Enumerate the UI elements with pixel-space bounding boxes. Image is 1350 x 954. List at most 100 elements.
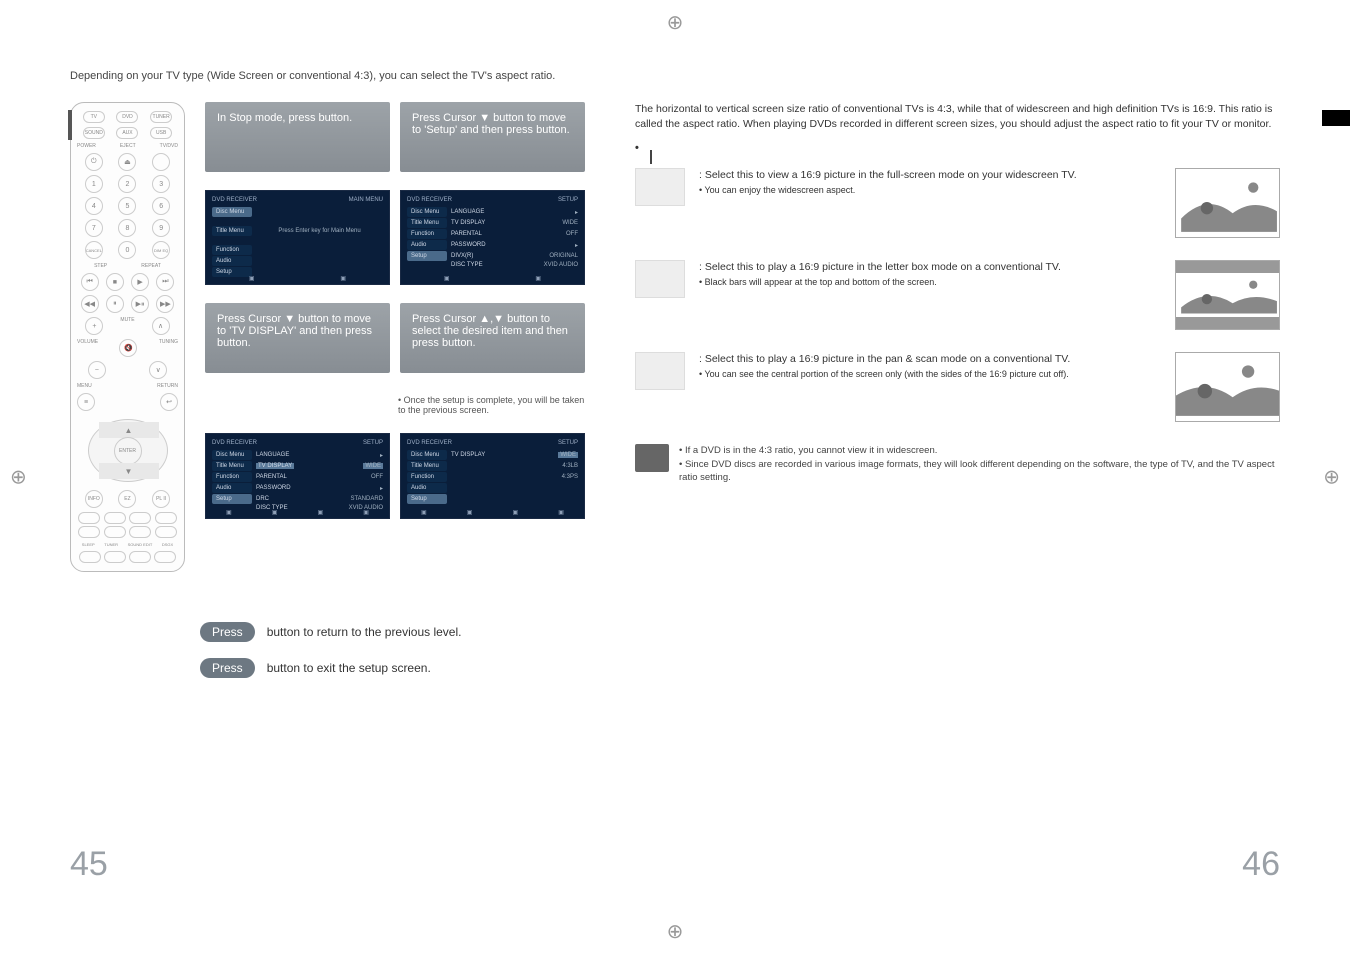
remote-btn: USB (150, 127, 172, 139)
dpad: ▲ ENTER ▼ (88, 419, 168, 482)
aspect-text: : Select this to play a 16:9 picture in … (699, 261, 1061, 273)
osd-item: DRC (256, 496, 269, 502)
letterbox-illustration (1175, 260, 1280, 330)
num-btn: 2 (118, 175, 136, 193)
osd-item: TV DISPLAY (256, 463, 294, 469)
osd-opt: 4:3LB (562, 463, 578, 469)
aspect-sub: • You can see the central portion of the… (699, 369, 1161, 381)
osd-tab: Disc Menu (407, 450, 447, 460)
osd-item: TV DISPLAY (451, 452, 485, 458)
aspect-sub: • You can enjoy the widescreen aspect. (699, 185, 1161, 197)
num-btn: 9 (152, 219, 170, 237)
ff-icon: ▶▶ (156, 295, 174, 313)
osd-msg: Press Enter key for Main Menu (256, 218, 383, 244)
osd-title-l: DVD RECEIVER (407, 440, 452, 446)
down-arrow-icon: ▼ (99, 463, 159, 479)
eject-icon: ⏏ (118, 153, 136, 171)
label: POWER (77, 143, 96, 149)
playpause-icon: ▶⏸ (131, 295, 149, 313)
osd-val: OFF (371, 474, 383, 480)
page-number-left: 45 (70, 845, 108, 884)
osd-tab: Title Menu (212, 226, 252, 236)
step-text: Press Cursor ▲,▼ button to select the de… (412, 313, 568, 349)
remote-btn (78, 512, 100, 524)
aspect-text: : Select this to play a 16:9 picture in … (699, 353, 1070, 365)
osd-tab: Audio (407, 240, 447, 250)
osd-tab: Title Menu (407, 218, 447, 228)
right-column: The horizontal to vertical screen size r… (605, 102, 1280, 572)
num-btn: 5 (118, 197, 136, 215)
osd-item: LANGUAGE (451, 209, 484, 216)
osd-tab: Audio (212, 256, 252, 266)
osd-tab: Function (212, 472, 252, 482)
osd-tab: Setup (407, 494, 447, 504)
num-btn: 7 (85, 219, 103, 237)
step-1: In Stop mode, press button. (205, 102, 390, 172)
num-btn: 8 (118, 219, 136, 237)
press-pill: Press (200, 658, 255, 678)
label: EJECT (120, 143, 136, 149)
prev-icon: ⏮ (81, 273, 99, 291)
remote-btn (104, 526, 126, 538)
label: MUTE (120, 317, 134, 335)
osd-title-l: DVD RECEIVER (407, 197, 452, 203)
step-3: Press Cursor ▼ button to move to 'TV DIS… (205, 303, 390, 373)
osd-title-l: DVD RECEIVER (212, 440, 257, 446)
footer-actions: Press button to return to the previous l… (70, 622, 1280, 678)
osd-tab: Function (212, 245, 252, 255)
osd-title-l: DVD RECEIVER (212, 197, 257, 203)
remote-btn (104, 551, 126, 563)
remote-btn (104, 512, 126, 524)
label: STEP (94, 263, 107, 269)
remote-btn (154, 551, 176, 563)
step-btn: button. (217, 337, 251, 349)
osd-screen-4: DVD RECEIVERSETUP Disc MenuTV DISPLAYWID… (400, 433, 585, 519)
rew-icon: ◀◀ (81, 295, 99, 313)
intro-text: Depending on your TV type (Wide Screen o… (70, 70, 1280, 82)
osd-tab: Setup (212, 494, 252, 504)
osd-item: PARENTAL (256, 474, 287, 480)
step-btn: button. (442, 337, 476, 349)
osd-item: PARENTAL (451, 231, 482, 237)
label: VOLUME (77, 339, 98, 357)
label: TUNING (159, 339, 178, 357)
num-btn: 6 (152, 197, 170, 215)
osd-tab: Title Menu (212, 461, 252, 471)
note-1: • If a DVD is in the 4:3 ratio, you cann… (679, 444, 1280, 457)
osd-val: WIDE (562, 220, 578, 226)
step-text: Press Cursor ▼ button to move to 'TV DIS… (217, 313, 372, 337)
note-icon (635, 444, 669, 472)
remote-btn (79, 551, 101, 563)
num-btn: 4 (85, 197, 103, 215)
aspect-letterbox: : Select this to play a 16:9 picture in … (635, 260, 1280, 330)
label: DSGX (162, 542, 173, 547)
osd-item: LANGUAGE (256, 452, 289, 459)
thumb-icon (635, 260, 685, 298)
panscan-illustration (1175, 352, 1280, 422)
vol-down-icon: − (88, 361, 106, 379)
stop-icon: ■ (106, 273, 124, 291)
remote-btn (129, 526, 151, 538)
menu-icon: ≡ (77, 393, 95, 411)
remote-btn (129, 512, 151, 524)
aspect-sub: • Black bars will appear at the top and … (699, 277, 1161, 289)
osd-tab: Function (407, 229, 447, 239)
step-btn: button. (319, 112, 353, 124)
osd-title-r: SETUP (558, 440, 578, 446)
info-btn: INFO (85, 490, 103, 508)
remote-illustration: TV DVD TUNER SOUND AUX USB POWER EJECT T… (70, 102, 185, 572)
thumb-icon (635, 168, 685, 206)
mute-icon: 🔇 (119, 339, 137, 357)
osd-opt: 4:3PS (562, 474, 578, 480)
remote-btn (155, 512, 177, 524)
press-pill: Press (200, 622, 255, 642)
label: MENU (77, 383, 92, 389)
osd-title-r: MAIN MENU (349, 197, 383, 203)
osd-tab: Disc Menu (212, 450, 252, 460)
osd-item: PASSWORD (256, 485, 291, 492)
remote-btn (152, 153, 170, 171)
return-icon: ↩ (160, 393, 178, 411)
osd-val: ORIGINAL (549, 253, 578, 259)
remote-btn: DVD (116, 111, 138, 123)
enter-btn: ENTER (114, 437, 142, 465)
